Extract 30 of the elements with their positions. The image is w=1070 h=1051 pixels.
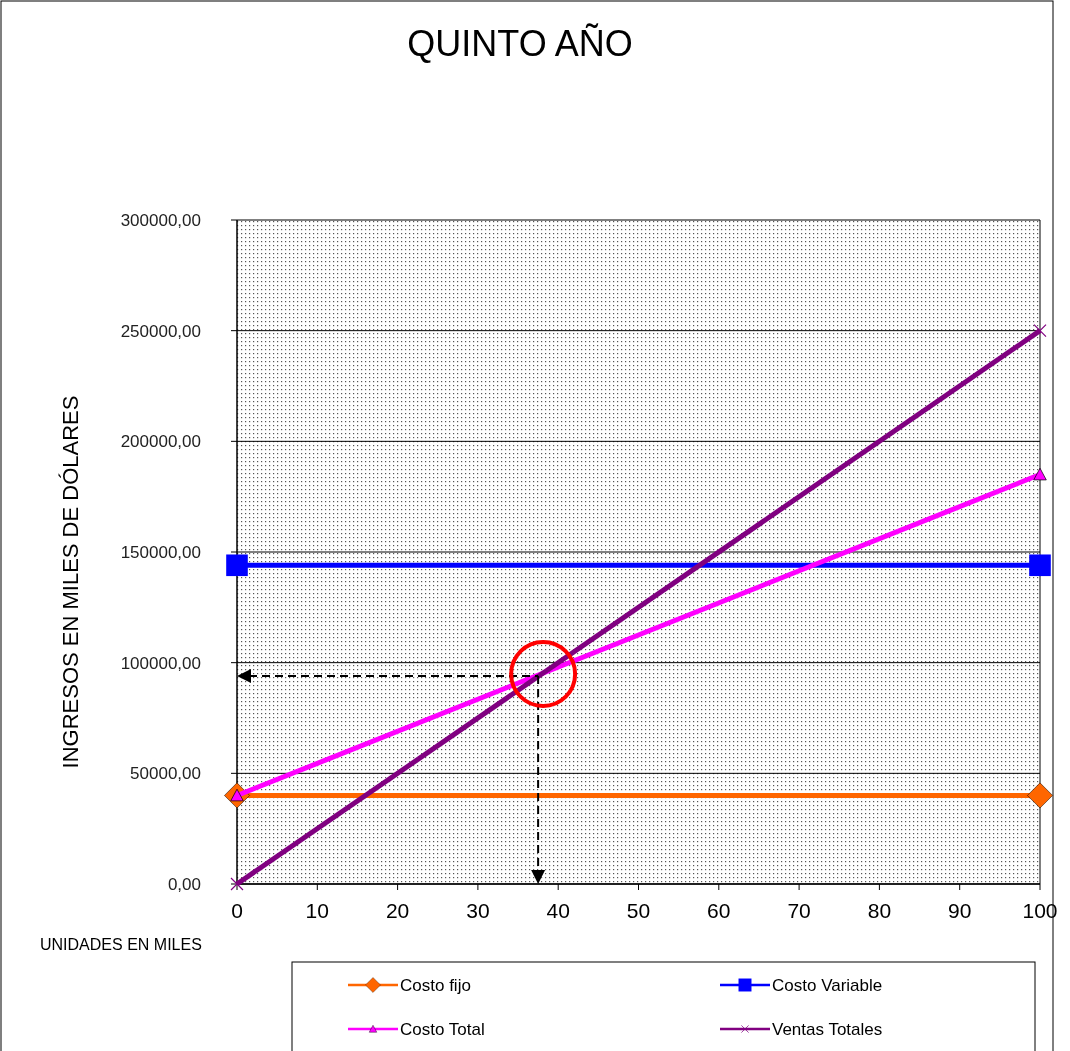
- point: [1027, 782, 1053, 809]
- y-tick-label: 100000,00: [120, 653, 201, 673]
- point: [1029, 554, 1051, 577]
- x-tick-label: 30: [466, 899, 490, 922]
- x-tick-label: 20: [385, 899, 410, 922]
- legend-label: Ventas Totales: [772, 1020, 883, 1039]
- y-tick-label: 50000,00: [130, 764, 201, 784]
- point: [230, 877, 244, 891]
- point: [1033, 324, 1047, 338]
- x-tick-label: 70: [787, 899, 811, 922]
- y-tick-label: 200000,00: [120, 432, 201, 452]
- x-tick-label: 50: [626, 899, 651, 922]
- legend-label: Costo fijo: [400, 976, 471, 995]
- legend-label: Costo Total: [400, 1020, 485, 1039]
- y-tick-label: 250000,00: [120, 321, 201, 341]
- y-tick-label: 300000,00: [120, 211, 201, 230]
- chart-title: QUINTO AÑO: [407, 23, 633, 64]
- y-tick-label: 0,00: [167, 875, 201, 894]
- y-tick-label: 150000,00: [120, 543, 201, 562]
- point: [226, 554, 248, 577]
- x-tick-label: 60: [707, 899, 731, 922]
- x-axis-title: UNIDADES EN MILES: [40, 936, 202, 953]
- x-tick-label: 10: [305, 899, 329, 922]
- legend-label: Costo Variable: [772, 976, 883, 995]
- x-tick-label: 90: [948, 899, 972, 922]
- x-tick-label: 40: [546, 899, 570, 922]
- x-tick-label: 0: [231, 899, 243, 922]
- y-axis-title: INGRESOS EN MILES DE DÓLARES: [58, 395, 83, 769]
- x-tick-label: 80: [867, 899, 892, 922]
- x-tick-label: 100: [1022, 899, 1058, 922]
